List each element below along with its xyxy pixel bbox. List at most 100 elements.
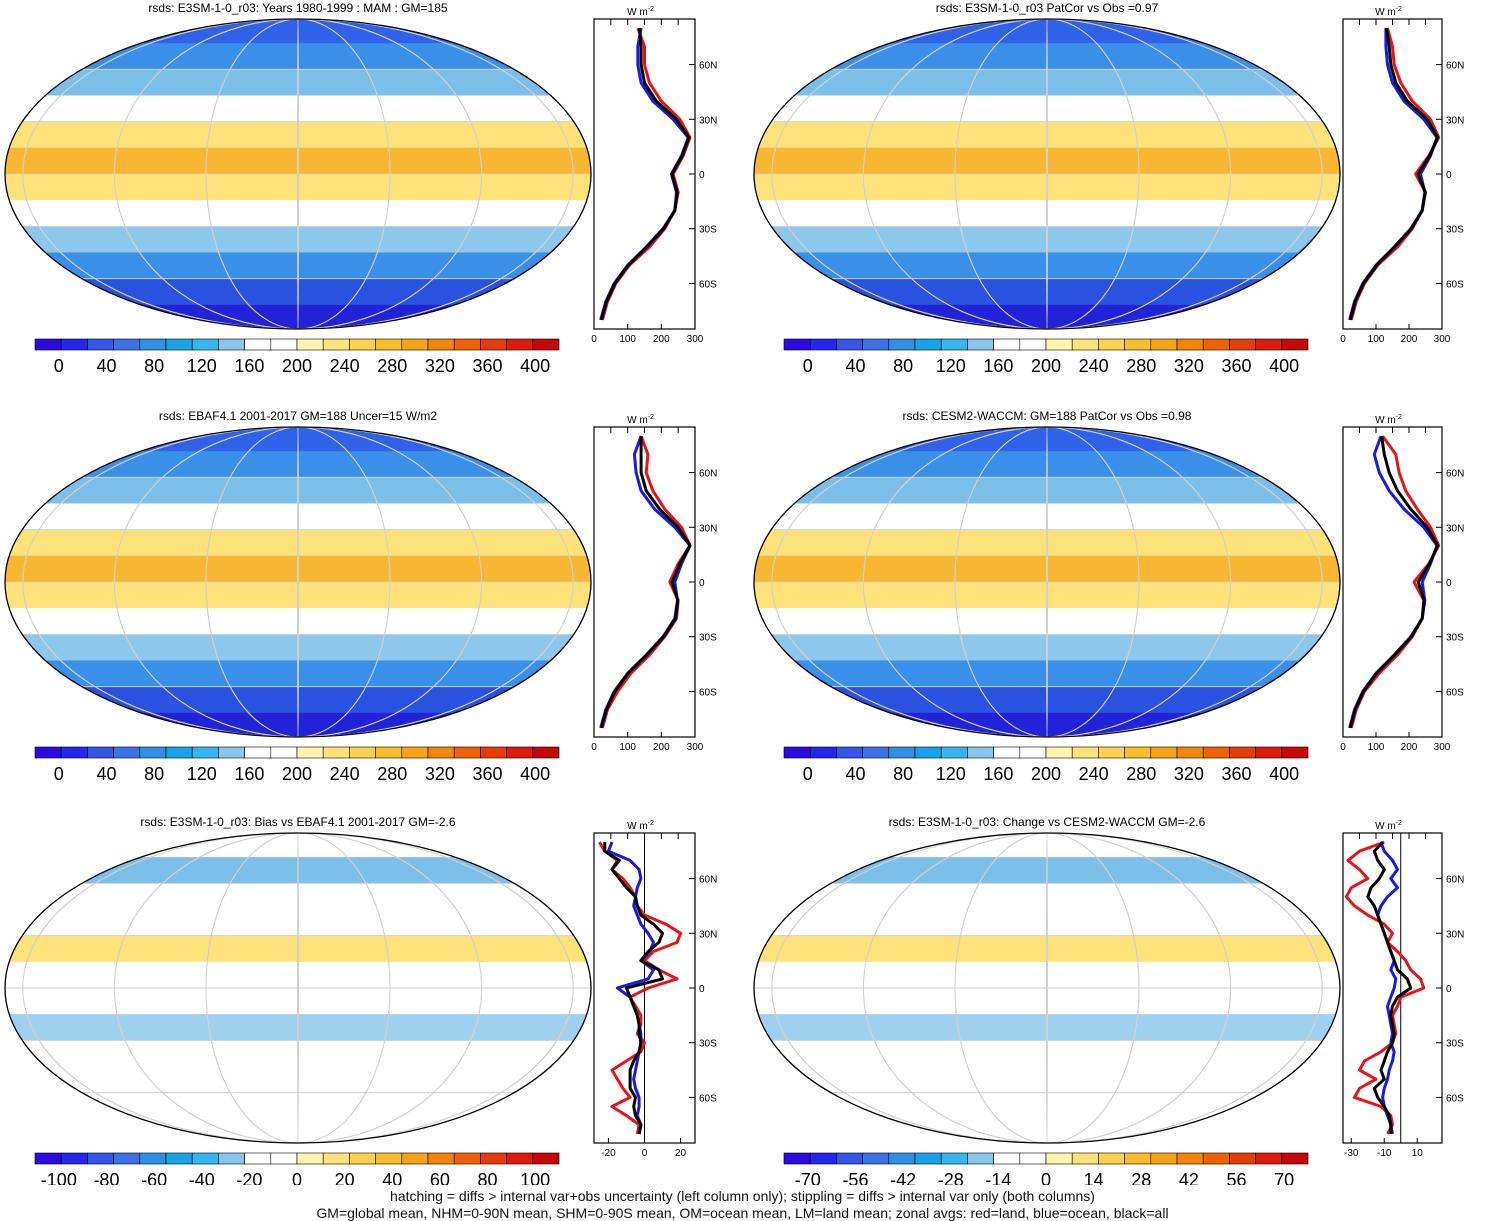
- map-title: rsds: E3SM-1-0_r03: Bias vs EBAF4.1 2001…: [140, 815, 455, 829]
- zonal-ytick-label: 60N: [1446, 61, 1464, 72]
- colorbar-bin: [113, 338, 141, 351]
- colorbar-bin: [218, 1152, 245, 1165]
- colorbar-tick-label: 240: [330, 764, 360, 784]
- colorbar-tick-label: 20: [335, 1170, 355, 1185]
- colorbar-tick-label: 320: [425, 764, 455, 784]
- map-title: rsds: CESM2-WACCM: GM=188 PatCor vs Obs …: [903, 409, 1192, 423]
- colorbar-bin: [218, 338, 245, 351]
- colorbar: 0 40 80 120 160 200 240 280 320 360 400: [783, 338, 1309, 376]
- zonal-ytick-label: 30S: [1446, 225, 1464, 236]
- colorbar-bin: [1098, 338, 1125, 351]
- colorbar-tick-label: 160: [983, 356, 1013, 376]
- zonal-series-ocean: [1376, 841, 1399, 1135]
- zonal-xtick-label: -30: [1344, 1148, 1359, 1159]
- zonal-ytick-label: 60N: [699, 61, 717, 72]
- map-meridian: [297, 427, 299, 737]
- colorbar-bin: [993, 1152, 1021, 1165]
- colorbar-tick-label: 80: [144, 764, 164, 784]
- colorbar-bin: [427, 1152, 455, 1165]
- map-meridian: [862, 427, 1232, 737]
- zonal-plot: W m-2 60N 30N 0 30S 60S 0 100 200 300: [1340, 414, 1464, 753]
- map-meridian: [1046, 19, 1048, 329]
- zonal-xtick-label: 10: [1412, 1148, 1424, 1159]
- colorbar-bin: [322, 338, 350, 351]
- colorbar-bin: [888, 746, 916, 759]
- zonal-xtick-label: 100: [1368, 334, 1385, 345]
- colorbar-bin: [862, 746, 890, 759]
- colorbar-bin: [809, 746, 837, 759]
- colorbar-bin: [296, 338, 324, 351]
- colorbar-bin: [1281, 338, 1309, 351]
- colorbar-bin: [888, 338, 916, 351]
- zonal-xtick-label: 200: [653, 742, 670, 753]
- colorbar-tick-label: 160: [983, 764, 1013, 784]
- colorbar-bin: [1150, 1152, 1178, 1165]
- panel-top-left: rsds: E3SM-1-0_r03: Years 1980-1999 : MA…: [4, 1, 717, 376]
- colorbar-bin: [244, 746, 272, 759]
- zonal-xtick-label: 0: [591, 742, 597, 753]
- colorbar-bin: [453, 338, 481, 351]
- colorbar-bin: [480, 1152, 507, 1165]
- zonal-xtick-label: 300: [687, 742, 704, 753]
- colorbar-tick-label: 120: [187, 356, 217, 376]
- colorbar-tick-label: 240: [330, 356, 360, 376]
- colorbar-tick-label: 280: [1126, 764, 1156, 784]
- colorbar-bin: [1124, 338, 1152, 351]
- colorbar-tick-label: 40: [845, 356, 865, 376]
- colorbar-bin: [60, 746, 88, 759]
- colorbar-bin: [401, 746, 429, 759]
- colorbar-tick-label: -42: [890, 1170, 916, 1185]
- colorbar-bin: [1019, 746, 1047, 759]
- colorbar-tick-label: 400: [1269, 356, 1299, 376]
- map-meridian: [205, 833, 391, 1143]
- colorbar-tick-label: 80: [893, 356, 913, 376]
- map-field: [754, 19, 1340, 329]
- colorbar-bin: [1229, 338, 1256, 351]
- colorbar-tick-label: 80: [144, 356, 164, 376]
- colorbar-bin: [1150, 338, 1178, 351]
- colorbar-bin: [165, 746, 193, 759]
- colorbar-bin: [940, 1152, 968, 1165]
- colorbar-bin: [940, 746, 968, 759]
- colorbar-tick-label: 280: [377, 356, 407, 376]
- map-outline: [4, 18, 592, 330]
- zonal-ytick-label: 30N: [699, 929, 717, 940]
- zonal-xtick-label: -10: [1377, 1148, 1392, 1159]
- colorbar-bin: [1071, 746, 1099, 759]
- colorbar-tick-label: 14: [1084, 1170, 1104, 1185]
- colorbar-bin: [993, 746, 1021, 759]
- colorbar-tick-label: -56: [842, 1170, 868, 1185]
- colorbar-bin: [1124, 746, 1152, 759]
- colorbar-bin: [322, 1152, 350, 1165]
- colorbar-bin: [218, 746, 245, 759]
- zonal-plot: W m-2 60N 30N 0 30S 60S 0 100 200 300: [1340, 6, 1464, 345]
- zonal-ytick-label: 0: [1446, 578, 1452, 589]
- zonal-xtick-label: 300: [687, 334, 704, 345]
- colorbar-bin: [296, 746, 324, 759]
- colorbar-bin: [1202, 1152, 1230, 1165]
- panel-mid-right: rsds: CESM2-WACCM: GM=188 PatCor vs Obs …: [753, 409, 1464, 784]
- colorbar-tick-label: 40: [96, 356, 116, 376]
- colorbar-tick-label: 60: [430, 1170, 450, 1185]
- zonal-ytick-label: 30N: [699, 115, 717, 126]
- colorbar-bin: [139, 746, 167, 759]
- zonal-frame: [593, 426, 696, 738]
- map-meridian: [113, 19, 483, 329]
- colorbar-bin: [87, 746, 114, 759]
- colorbar-bin: [34, 338, 62, 351]
- colorbar-bin: [862, 1152, 890, 1165]
- colorbar-bin: [375, 746, 403, 759]
- colorbar-tick-label: -70: [795, 1170, 821, 1185]
- map-meridian: [1046, 833, 1048, 1143]
- zonal-series-all: [599, 27, 691, 321]
- colorbar-bin: [270, 746, 298, 759]
- colorbar-bin: [113, 746, 141, 759]
- colorbar-bin: [401, 338, 429, 351]
- footer-line-1: hatching = diffs > internal var+obs unce…: [390, 1188, 1095, 1204]
- map-meridian: [862, 19, 1232, 329]
- colorbar-bin: [783, 746, 811, 759]
- zonal-ytick-label: 0: [1446, 984, 1452, 995]
- zonal-ytick-label: 30S: [1446, 1039, 1464, 1050]
- colorbar-bin: [165, 338, 193, 351]
- colorbar-bin: [1176, 1152, 1204, 1165]
